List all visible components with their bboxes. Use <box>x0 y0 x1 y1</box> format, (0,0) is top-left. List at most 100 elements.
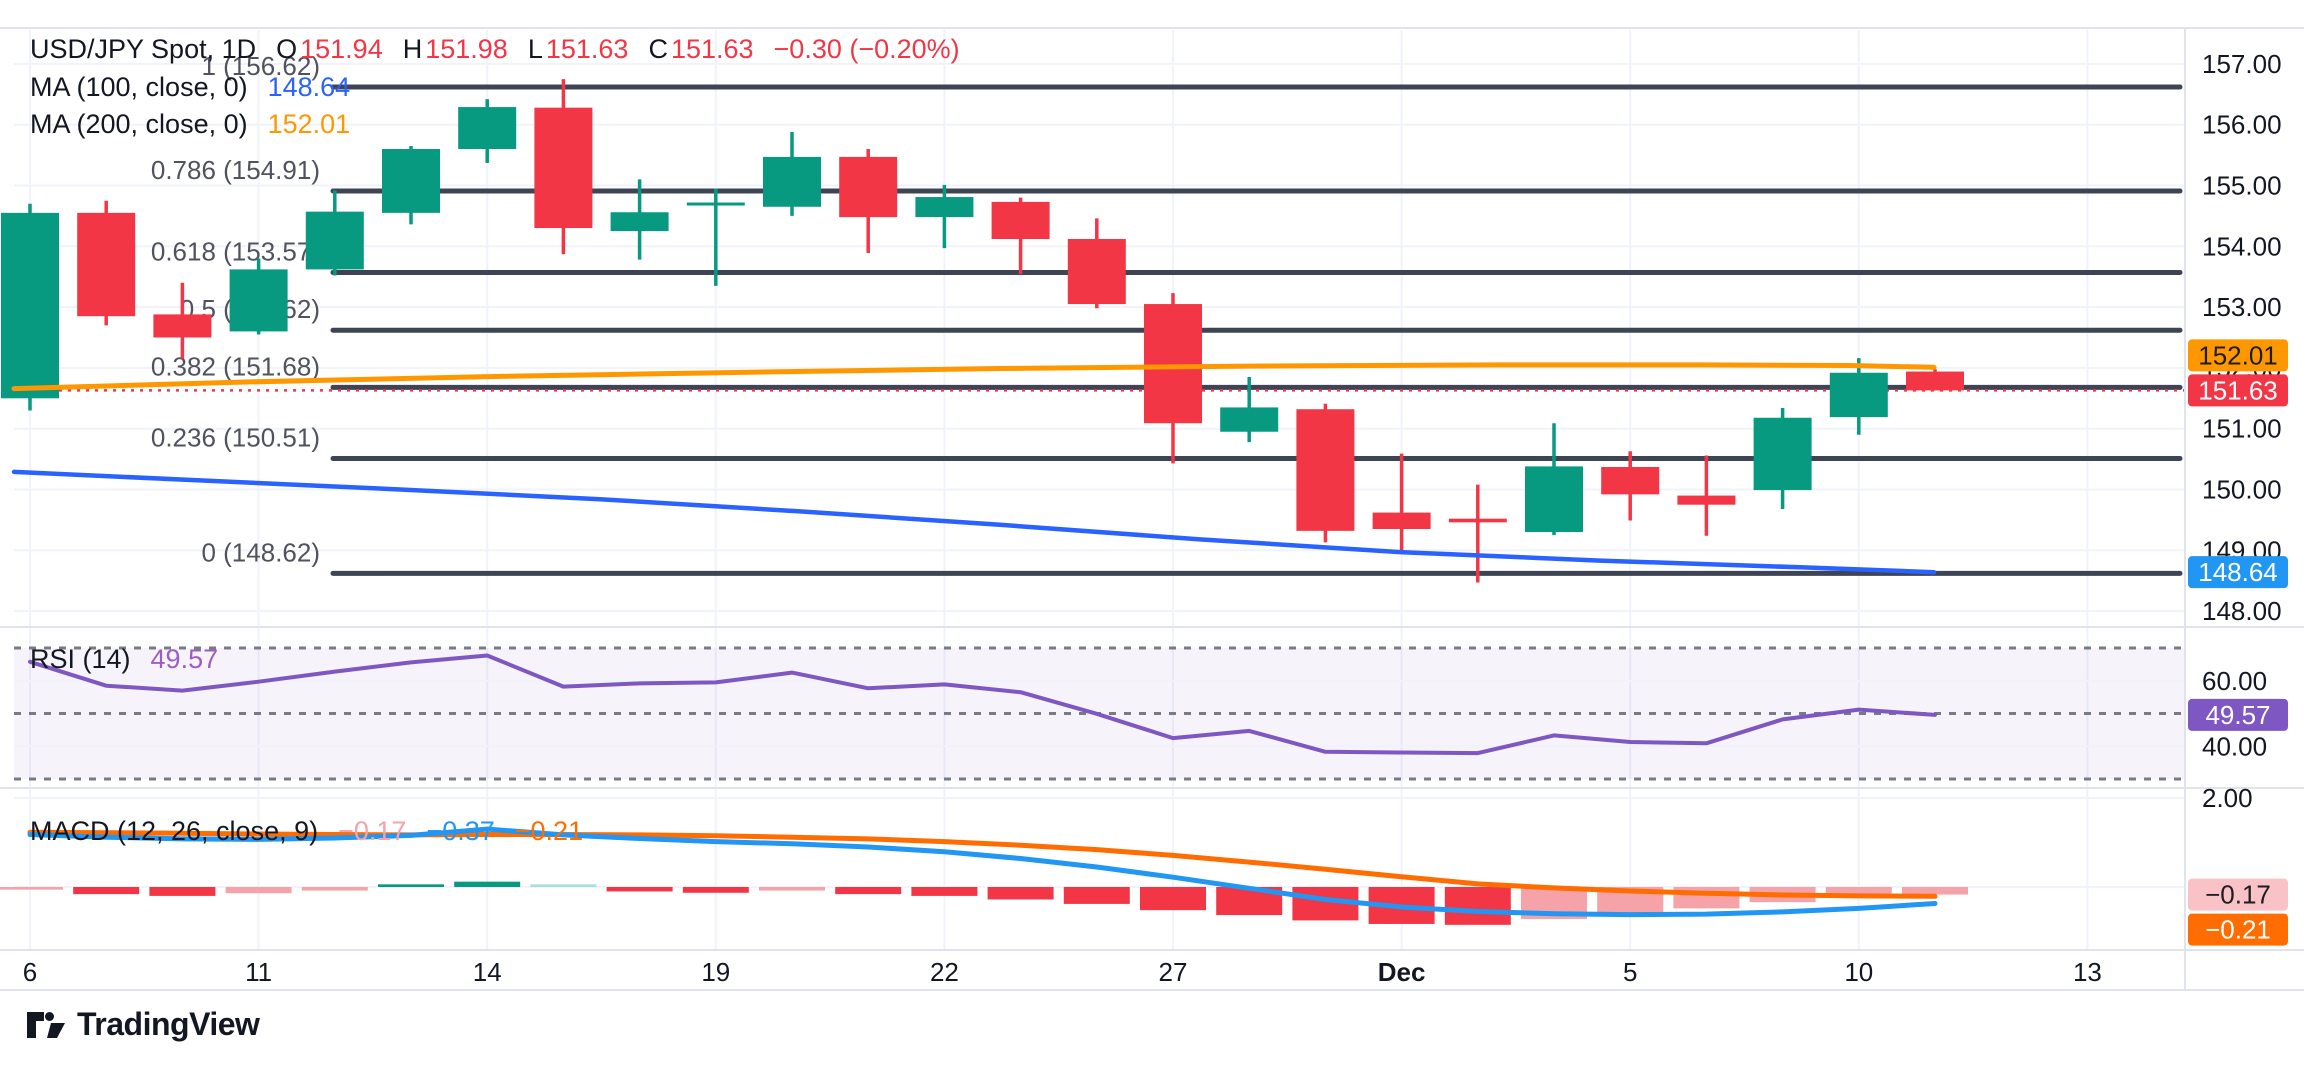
price-tick-label: 156.00 <box>2202 110 2282 140</box>
macd-histogram-bar <box>606 887 673 892</box>
macd-histogram-bar <box>1063 887 1130 904</box>
ohlc-close: C 151.63 <box>648 34 754 64</box>
rsi-value: 49.57 <box>150 644 219 674</box>
price-scale[interactable] <box>2185 28 2304 990</box>
macd-histogram-bar <box>682 887 749 893</box>
candle-body <box>839 156 898 218</box>
macd-histogram-bar <box>1140 887 1206 911</box>
close-price-badge <box>2188 374 2288 407</box>
rsi-line <box>28 653 1937 756</box>
time-tick-label: 5 <box>1623 957 1637 987</box>
candle-body <box>458 107 517 150</box>
tradingview-logo-text: TradingView <box>77 1006 260 1042</box>
ma200-price-badge-text: 152.01 <box>2198 340 2278 370</box>
rsi-legend[interactable]: RSI (14) 49.57 <box>30 646 218 673</box>
rsi-value-badge-text: 49.57 <box>2205 700 2270 730</box>
macd-histogram-bar <box>987 887 1054 900</box>
macd-signal-value: −0.21 <box>514 816 584 846</box>
ma100-price-badge <box>2188 556 2288 589</box>
candle-body <box>1 212 59 399</box>
macd-histogram-bar <box>1444 887 1511 925</box>
time-tick-label: 13 <box>2073 957 2102 987</box>
fib-label: 0.786 (154.91) <box>151 155 320 185</box>
ma100-line <box>11 469 1937 575</box>
time-tick-label: 6 <box>23 957 37 987</box>
ma200-legend[interactable]: MA (200, close, 0) 152.01 <box>30 111 350 138</box>
time-tick-label: 19 <box>701 957 730 987</box>
macd-histogram-bar <box>835 887 902 895</box>
macd-histogram-bar <box>73 887 140 895</box>
price-tick-label: 153.00 <box>2202 292 2282 322</box>
macd-histogram-bar <box>225 887 292 894</box>
macd-hist-badge-text: −0.17 <box>2205 880 2271 910</box>
candle-body <box>305 211 364 270</box>
candle-body <box>1525 466 1583 533</box>
candle-body <box>686 202 745 206</box>
ohlc-high: H 151.98 <box>402 34 508 64</box>
price-tick-label: 155.00 <box>2202 170 2282 200</box>
time-tick-label: 11 <box>245 957 272 987</box>
candle-body <box>763 156 821 207</box>
price-tick-label: 154.00 <box>2202 231 2282 261</box>
time-scale[interactable] <box>0 950 2185 990</box>
macd-histogram-bar <box>0 887 63 890</box>
close-price-badge-text: 151.63 <box>2198 375 2278 405</box>
tradingview-logo[interactable]: TradingView <box>26 1006 260 1043</box>
ma200-line <box>11 362 1937 392</box>
candle-body <box>1296 409 1355 531</box>
time-tick-label: Dec <box>1378 957 1426 987</box>
macd-histogram-bar <box>378 884 444 887</box>
candle-body <box>915 197 974 218</box>
candle-body <box>1372 512 1431 530</box>
macd-hist-value: −0.17 <box>338 816 407 846</box>
macd-histogram-bar <box>1902 887 1968 895</box>
ma100-price-badge-text: 148.64 <box>2198 557 2278 587</box>
time-tick-label: 14 <box>473 957 502 987</box>
candle-body <box>382 149 440 213</box>
change-value: −0.30 (−0.20%) <box>773 34 960 64</box>
macd-histogram-bar <box>149 887 216 896</box>
fib-label: 0.618 (153.57) <box>151 236 320 266</box>
candle-body <box>1601 467 1660 495</box>
ma100-legend[interactable]: MA (100, close, 0) 148.64 <box>30 74 350 101</box>
macd-signal-badge <box>2188 913 2288 946</box>
macd-signal-badge-text: −0.21 <box>2205 915 2271 945</box>
fib-label: 0 (148.62) <box>201 537 320 567</box>
ma100-value: 148.64 <box>267 72 351 102</box>
candle-body <box>1753 417 1812 491</box>
macd-histogram-bar <box>759 887 825 891</box>
macd-histogram-bar <box>1825 887 1892 897</box>
time-tick-label: 10 <box>1844 957 1873 987</box>
macd-line-value: −0.37 <box>426 816 495 846</box>
time-tick-label: 22 <box>930 957 959 987</box>
macd-legend[interactable]: MACD (12, 26, close, 9) −0.17 −0.37 −0.2… <box>30 818 583 845</box>
macd-histogram-bar <box>301 887 368 891</box>
candle-body <box>610 212 669 232</box>
macd-histogram-bar <box>530 884 597 887</box>
macd-line <box>27 826 1938 918</box>
candle-body <box>1829 372 1888 418</box>
price-tick-label: 148.00 <box>2202 596 2282 626</box>
macd-tick-label: 2.00 <box>2202 783 2253 813</box>
price-tick-label: 150.00 <box>2202 474 2282 504</box>
candle-body <box>534 107 593 229</box>
symbol-title: USD/JPY Spot, 1D <box>30 34 257 64</box>
ohlc-open: O 151.94 <box>276 34 383 64</box>
candle-body <box>991 201 1050 239</box>
fib-label: 0.236 (150.51) <box>151 422 320 452</box>
tradingview-logo-icon <box>27 1011 65 1038</box>
macd-label: MACD (12, 26, close, 9) <box>30 816 319 846</box>
candle-body <box>1448 518 1507 523</box>
candle-body <box>153 314 212 338</box>
rsi-tick-label: 60.00 <box>2202 666 2267 696</box>
rsi-value-badge <box>2188 698 2288 731</box>
fib-label: 1 (156.62) <box>201 51 320 81</box>
ma200-label: MA (200, close, 0) <box>30 109 248 139</box>
candle-body <box>77 212 136 317</box>
ohlc-low: L 151.63 <box>527 34 629 64</box>
candle-body <box>1144 304 1202 424</box>
symbol-legend[interactable]: USD/JPY Spot, 1D O 151.94 H 151.98 L 151.63… <box>30 36 960 63</box>
rsi-tick-label: 40.00 <box>2202 731 2267 761</box>
